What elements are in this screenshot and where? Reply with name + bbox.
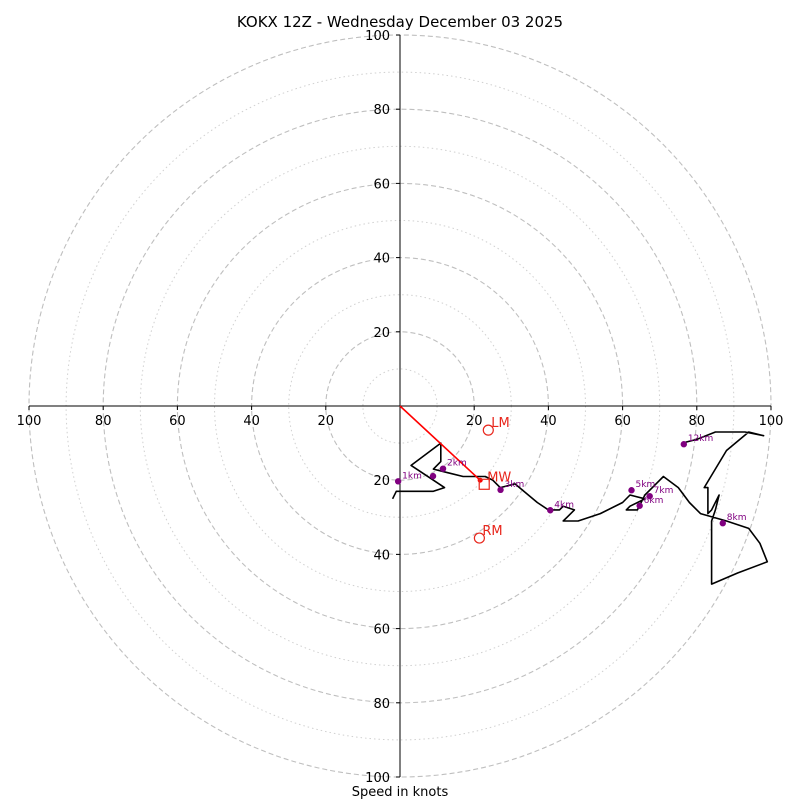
x-axis-label: Speed in knots: [352, 785, 449, 800]
height-marker: [429, 472, 437, 480]
y-tick-label: 60: [373, 177, 390, 192]
y-tick-label: 60: [373, 623, 390, 638]
height-marker: [394, 478, 402, 485]
y-tick-label: 80: [373, 103, 390, 118]
x-tick-label: 20: [466, 414, 483, 429]
height-marker-label: 3km: [505, 480, 525, 490]
storm-motion-vector: [399, 405, 481, 481]
height-marker: [680, 441, 688, 448]
y-tick-label: 40: [373, 548, 390, 563]
height-marker: [497, 486, 504, 494]
height-marker: [547, 507, 554, 514]
height-marker: [439, 465, 447, 472]
height-marker: [719, 520, 726, 527]
x-tick-label: 40: [540, 414, 557, 429]
x-tick-label: 100: [759, 414, 784, 429]
x-tick-label: 40: [243, 414, 260, 429]
x-tick-label: 80: [689, 414, 706, 429]
height-marker-label: 2km: [447, 459, 467, 469]
storm-motion-lm-marker: [482, 424, 494, 436]
height-marker-label: 7km: [654, 486, 674, 496]
x-tick-label: 80: [95, 414, 112, 429]
storm-motion-vector-head: [477, 477, 483, 483]
height-marker-label: 4km: [554, 500, 574, 510]
height-marker-label: 12km: [688, 434, 713, 444]
storm-motion-label: RM: [482, 524, 502, 539]
hodograph-trace: [391, 431, 769, 585]
height-marker: [646, 492, 653, 500]
storm-motion-markers: LM MW RM: [473, 416, 511, 544]
x-tick-label: 60: [614, 414, 631, 429]
storm-motion-rm-marker: [473, 532, 485, 544]
y-tick-label: 100: [365, 771, 390, 786]
y-tick-label: 100: [365, 29, 390, 44]
x-tick-label: 60: [169, 414, 186, 429]
height-marker-label: 5km: [636, 480, 656, 490]
height-marker: [628, 487, 635, 494]
storm-motion-mean-wind-marker: [478, 478, 490, 490]
height-marker: [636, 502, 643, 509]
y-tick-label: 20: [373, 326, 390, 341]
axis-ticks: 100 80 60 40 20 20 40 60 80 100 100 80 60 40 20 20 40 60 8…: [17, 29, 784, 786]
height-marker-label: 8km: [727, 513, 747, 523]
y-tick-label: 80: [373, 697, 390, 712]
hodograph-line: [391, 431, 769, 585]
height-marker-label: 6km: [644, 496, 664, 506]
storm-motion-label: MW: [487, 470, 511, 485]
x-tick-label: 100: [17, 414, 42, 429]
x-tick-label: 20: [318, 414, 335, 429]
storm-motion-label: LM: [491, 416, 509, 431]
height-marker-label: 1km: [402, 471, 422, 481]
y-tick-label: 40: [373, 252, 390, 267]
chart-title: KOKX 12Z - Wednesday December 03 2025: [237, 13, 563, 31]
y-tick-label: 20: [373, 474, 390, 489]
